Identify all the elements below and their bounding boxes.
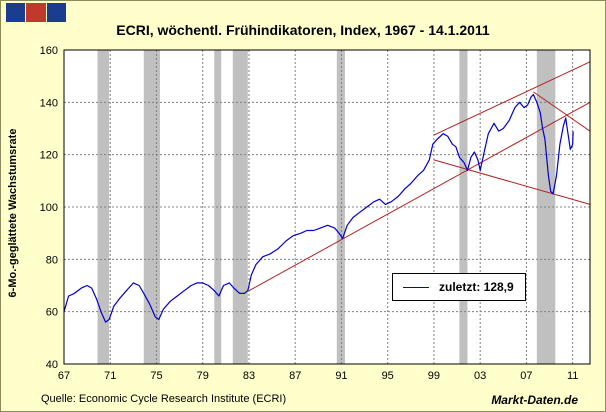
trend-line-lower-channel	[248, 101, 591, 292]
source-label: Quelle: Economic Cycle Research Institut…	[41, 393, 287, 405]
x-tick-label-75: 75	[150, 370, 162, 382]
x-tick-label-87: 87	[289, 370, 301, 382]
legend-swatch	[403, 286, 429, 288]
recession-band-7	[536, 50, 556, 364]
x-tick-label-11: 11	[567, 370, 578, 382]
y-axis-label: 6-Mo.-geglättete Wachstumsrate	[7, 128, 19, 298]
x-tick-label-03: 03	[474, 370, 486, 382]
y-tick-label-60: 60	[46, 307, 58, 319]
x-tick-label-95: 95	[382, 370, 394, 382]
x-axis-ticks: 67 71 75 79 83 87 91 95 99 03 07 11	[58, 370, 578, 382]
grid-lines	[64, 50, 590, 364]
x-tick-label-67: 67	[58, 370, 70, 382]
x-tick-label-71: 71	[104, 370, 116, 382]
series-group	[63, 93, 574, 323]
logo-icon	[6, 3, 66, 22]
x-tick-label-07: 07	[520, 370, 532, 382]
x-tick-label-99: 99	[428, 370, 440, 382]
x-tick-label-83: 83	[243, 370, 255, 382]
plot-area	[64, 50, 590, 364]
logo-tile-3	[46, 3, 66, 22]
brand-label: Markt-Daten.de	[491, 393, 578, 407]
trend-line-falling-lower	[433, 159, 591, 205]
x-tick-label-91: 91	[335, 370, 347, 382]
y-axis-ticks: 40 60 80 100 120 140 160	[40, 45, 58, 371]
y-tick-label-40: 40	[46, 359, 58, 371]
series-line-1	[63, 93, 574, 323]
y-tick-label-140: 140	[40, 97, 58, 109]
trend-line-upper-channel	[433, 61, 591, 136]
legend: zuletzt: 128,9	[392, 273, 526, 301]
logo-tile-1	[6, 3, 26, 22]
recession-band-1	[97, 50, 110, 364]
recession-band-2	[143, 50, 160, 364]
logo-tile-2	[26, 3, 46, 22]
y-tick-label-100: 100	[40, 202, 58, 214]
y-tick-label-160: 160	[40, 45, 58, 57]
y-tick-label-120: 120	[40, 150, 58, 162]
legend-label: zuletzt: 128,9	[439, 280, 514, 294]
trend-line-falling-upper	[533, 91, 591, 132]
plot-border	[63, 49, 591, 365]
chart-title: ECRI, wöchentl. Frühindikatoren, Index, …	[116, 22, 490, 38]
trend-lines	[248, 61, 591, 292]
y-tick-label-80: 80	[46, 254, 58, 266]
recession-band-6	[459, 50, 468, 364]
x-tick-label-79: 79	[197, 370, 209, 382]
